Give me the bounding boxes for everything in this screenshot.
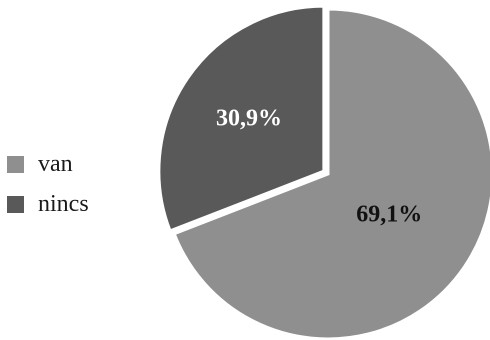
pie-slice-nincs xyxy=(157,4,326,233)
legend: van nincs xyxy=(7,144,147,224)
legend-item-van: van xyxy=(7,144,147,184)
slice-label-nincs: 30,9% xyxy=(216,105,282,131)
slice-label-van: 69,1% xyxy=(356,201,422,227)
legend-swatch-nincs xyxy=(7,195,24,213)
pie-slice-van xyxy=(172,7,490,340)
legend-label-nincs: nincs xyxy=(38,190,89,217)
legend-item-nincs: nincs xyxy=(7,184,147,224)
legend-label-van: van xyxy=(38,150,73,177)
legend-swatch-van xyxy=(7,155,24,173)
